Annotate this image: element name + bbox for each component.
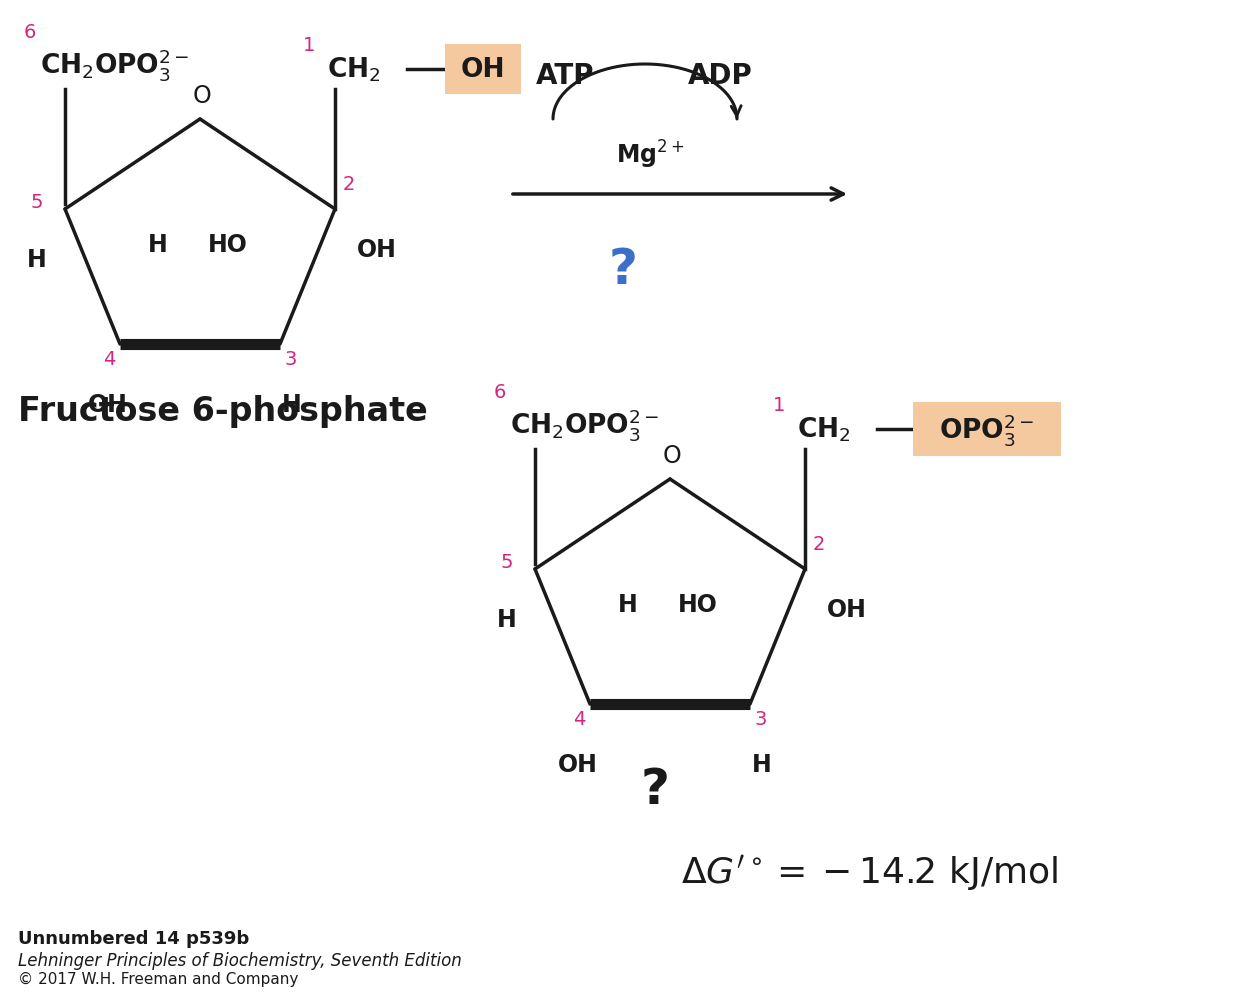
Text: H: H — [752, 752, 772, 776]
Text: 1: 1 — [773, 396, 784, 414]
Text: 4: 4 — [103, 350, 115, 369]
Text: CH$_2$OPO$_3^{2-}$: CH$_2$OPO$_3^{2-}$ — [510, 407, 660, 442]
Text: ATP: ATP — [536, 62, 595, 89]
Text: Unnumbered 14 p539b: Unnumbered 14 p539b — [18, 929, 250, 947]
Text: OPO$_3^{2-}$: OPO$_3^{2-}$ — [939, 412, 1034, 447]
Text: —: — — [408, 60, 430, 80]
Text: Fructose 6-phosphate: Fructose 6-phosphate — [18, 395, 428, 427]
Text: Mg$^{2+}$: Mg$^{2+}$ — [616, 139, 684, 171]
Text: OH: OH — [461, 57, 506, 83]
Text: O: O — [192, 83, 211, 108]
Text: H: H — [282, 393, 302, 416]
Text: H: H — [28, 248, 46, 271]
Text: ADP: ADP — [688, 62, 753, 89]
Text: OH: OH — [827, 597, 867, 621]
Text: 4: 4 — [572, 710, 585, 729]
Text: ?: ? — [640, 765, 669, 813]
Text: H: H — [497, 607, 517, 631]
Text: OH: OH — [356, 238, 397, 261]
Text: CH$_2$: CH$_2$ — [797, 415, 851, 443]
Text: HO: HO — [678, 592, 718, 616]
Text: ?: ? — [609, 246, 638, 293]
Text: O: O — [663, 443, 681, 467]
Text: CH$_2$: CH$_2$ — [328, 56, 380, 84]
Text: 3: 3 — [285, 350, 297, 369]
Text: CH$_2$OPO$_3^{2-}$: CH$_2$OPO$_3^{2-}$ — [40, 47, 190, 83]
Text: © 2017 W.H. Freeman and Company: © 2017 W.H. Freeman and Company — [18, 971, 299, 986]
FancyBboxPatch shape — [912, 403, 1060, 456]
Text: Lehninger Principles of Biochemistry, Seventh Edition: Lehninger Principles of Biochemistry, Se… — [18, 951, 462, 969]
Text: H: H — [148, 233, 168, 256]
Text: 3: 3 — [756, 710, 767, 729]
Text: 6: 6 — [493, 383, 506, 402]
Text: —: — — [878, 419, 900, 439]
Text: 5: 5 — [501, 552, 513, 571]
Text: 5: 5 — [30, 192, 43, 212]
Text: 1: 1 — [302, 36, 315, 55]
Text: H: H — [619, 592, 638, 616]
Text: $\Delta G^{\prime\circ} = -14.2\ \mathrm{kJ/mol}$: $\Delta G^{\prime\circ} = -14.2\ \mathrm… — [681, 852, 1059, 892]
Text: 6: 6 — [24, 23, 36, 42]
Text: OH: OH — [88, 393, 128, 416]
Text: OH: OH — [558, 752, 597, 776]
Text: 2: 2 — [343, 175, 355, 194]
Text: 2: 2 — [813, 535, 826, 554]
Text: HO: HO — [208, 233, 248, 256]
FancyBboxPatch shape — [446, 45, 521, 94]
